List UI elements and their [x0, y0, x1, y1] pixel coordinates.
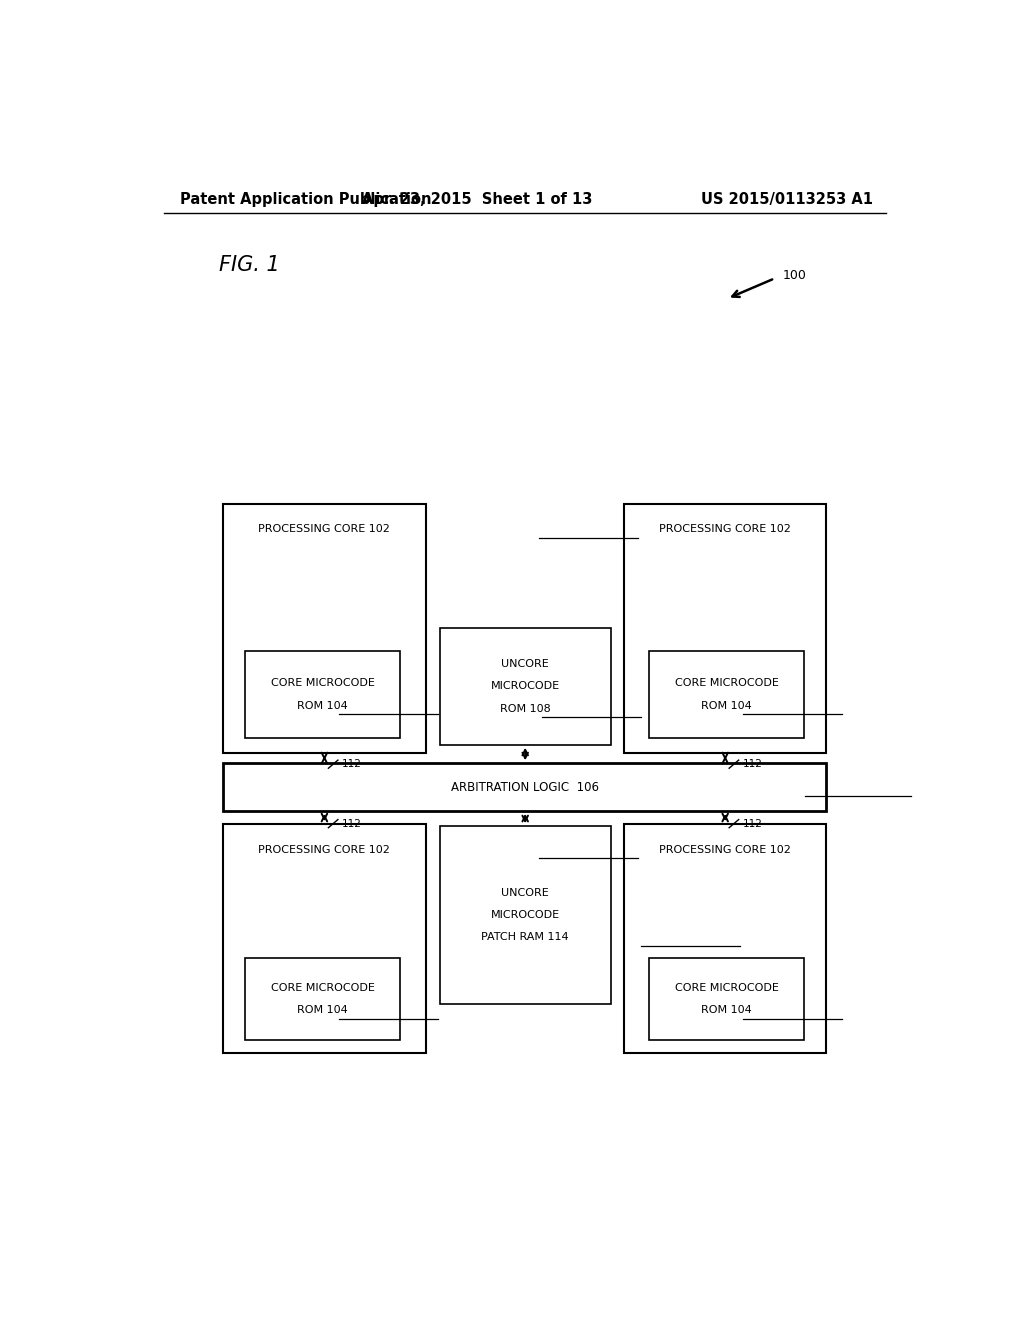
Text: MICROCODE: MICROCODE — [490, 909, 560, 920]
Text: CORE MICROCODE: CORE MICROCODE — [675, 678, 778, 688]
Text: FIG. 1: FIG. 1 — [219, 255, 280, 275]
Text: MICROCODE: MICROCODE — [490, 681, 560, 692]
Bar — [649, 651, 804, 738]
Text: PROCESSING CORE 102: PROCESSING CORE 102 — [659, 524, 792, 535]
Bar — [223, 763, 826, 810]
Bar — [649, 958, 804, 1040]
Bar — [223, 824, 426, 1053]
Text: ROM 108: ROM 108 — [500, 704, 551, 714]
Text: PATCH RAM 114: PATCH RAM 114 — [481, 932, 569, 942]
Bar — [246, 651, 400, 738]
Text: CORE MICROCODE: CORE MICROCODE — [675, 983, 778, 993]
Bar — [246, 958, 400, 1040]
Text: UNCORE: UNCORE — [502, 888, 549, 898]
Text: PROCESSING CORE 102: PROCESSING CORE 102 — [659, 845, 792, 854]
Text: PROCESSING CORE 102: PROCESSING CORE 102 — [258, 524, 390, 535]
Text: 112: 112 — [742, 759, 763, 770]
Bar — [624, 824, 826, 1053]
Text: Apr. 23, 2015  Sheet 1 of 13: Apr. 23, 2015 Sheet 1 of 13 — [362, 191, 592, 206]
Text: 112: 112 — [342, 818, 361, 829]
Text: UNCORE: UNCORE — [502, 659, 549, 669]
Text: ROM 104: ROM 104 — [297, 1005, 348, 1015]
Text: CORE MICROCODE: CORE MICROCODE — [271, 678, 375, 688]
Text: CORE MICROCODE: CORE MICROCODE — [271, 983, 375, 993]
Bar — [223, 504, 426, 752]
Text: ARBITRATION LOGIC  106: ARBITRATION LOGIC 106 — [451, 780, 599, 793]
Text: 112: 112 — [342, 759, 361, 770]
Text: PROCESSING CORE 102: PROCESSING CORE 102 — [258, 845, 390, 854]
Bar — [624, 504, 826, 752]
Text: 112: 112 — [742, 818, 763, 829]
Bar — [440, 826, 610, 1005]
Text: ROM 104: ROM 104 — [701, 1005, 753, 1015]
Text: US 2015/0113253 A1: US 2015/0113253 A1 — [700, 191, 872, 206]
Text: 100: 100 — [782, 269, 807, 281]
Text: ROM 104: ROM 104 — [701, 701, 753, 710]
Bar — [440, 628, 610, 744]
Text: ROM 104: ROM 104 — [297, 701, 348, 710]
Text: Patent Application Publication: Patent Application Publication — [179, 191, 431, 206]
